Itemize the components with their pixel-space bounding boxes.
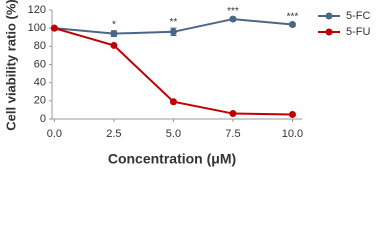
y-axis-label: Cell viability ratio (%) — [3, 0, 18, 131]
data-point — [288, 110, 296, 118]
x-tick-label: 0.0 — [47, 128, 62, 140]
data-point — [169, 98, 177, 106]
legend-marker — [325, 28, 333, 36]
legend-marker — [325, 12, 333, 20]
data-point — [50, 24, 58, 32]
x-tick-label: 7.5 — [225, 128, 240, 140]
significance-label: * — [112, 20, 116, 31]
significance-label: *** — [287, 11, 299, 22]
x-tick-label: 10.0 — [282, 128, 303, 140]
x-tick-label: 2.5 — [106, 128, 121, 140]
y-tick-label: 0 — [40, 113, 46, 125]
y-tick-label: 20 — [34, 95, 46, 107]
significance-label: ** — [170, 17, 178, 28]
data-point — [229, 110, 237, 118]
data-point — [288, 21, 296, 29]
legend-label: 5-FU — [346, 26, 371, 38]
data-point — [110, 30, 118, 38]
y-tick-label: 80 — [34, 40, 46, 52]
x-tick-label: 5.0 — [166, 128, 181, 140]
y-tick-label: 120 — [28, 4, 46, 16]
y-tick-label: 100 — [28, 22, 46, 34]
significance-label: *** — [227, 6, 239, 17]
chart: Concentration (μM) Cell viability ratio … — [3, 0, 371, 167]
y-tick-label: 40 — [34, 77, 46, 89]
data-point — [110, 41, 118, 49]
data-point — [169, 28, 177, 36]
legend-label: 5-FC — [346, 10, 371, 22]
y-tick-label: 60 — [34, 58, 46, 70]
x-axis-label: Concentration (μM) — [108, 151, 236, 167]
data-point — [229, 15, 237, 23]
